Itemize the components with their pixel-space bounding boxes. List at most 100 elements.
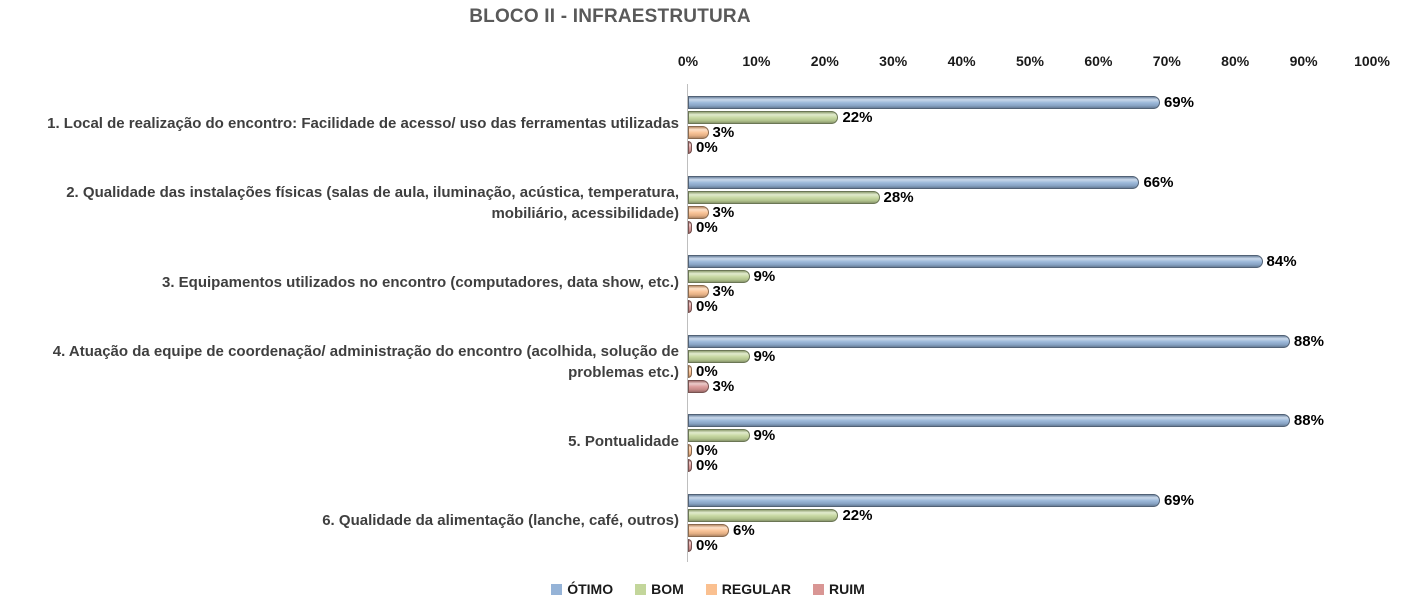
bar-value-label: 69% <box>1163 491 1194 509</box>
y-axis-line <box>687 84 688 562</box>
x-tick-label: 90% <box>1289 53 1318 69</box>
bar-value-label: 66% <box>1143 173 1174 191</box>
bar-line: 22% <box>688 109 1416 126</box>
bar-value-label: 69% <box>1163 94 1194 111</box>
bar-bom <box>688 508 839 522</box>
bar-line: 88% <box>688 412 1416 429</box>
bar-value-label: 3% <box>712 377 735 395</box>
bar-ruim <box>688 141 692 154</box>
bar-regular <box>688 523 730 537</box>
category-row: 1. Local de realização do encontro: Faci… <box>0 84 1416 164</box>
bar-ruim <box>688 220 692 234</box>
bar-line: 3% <box>688 124 1416 141</box>
bar-regular <box>688 205 709 219</box>
x-tick-label: 70% <box>1152 53 1181 69</box>
bar-otimo <box>688 493 1160 507</box>
legend-label: REGULAR <box>721 581 791 597</box>
x-tick-label: 100% <box>1354 53 1390 69</box>
legend-item-otimo: ÓTIMO <box>551 581 613 597</box>
x-tick-label: 10% <box>742 53 771 69</box>
bar-line: 6% <box>688 521 1416 539</box>
category-label: 1. Local de realização do encontro: Faci… <box>47 114 679 132</box>
bar-line: 3% <box>688 377 1416 395</box>
legend-label: BOM <box>651 581 684 597</box>
bar-value-label: 0% <box>696 298 718 315</box>
legend-item-bom: BOM <box>635 581 684 597</box>
category-label: 4. Atuação da equipe de coordenação/ adm… <box>52 342 679 382</box>
bar-value-label: 0% <box>696 218 718 236</box>
bar-ruim <box>688 300 692 313</box>
category-label: 6. Qualidade da alimentação (lanche, caf… <box>322 512 679 530</box>
bar-value-label: 88% <box>1293 332 1324 350</box>
bar-value-label: 22% <box>842 109 873 126</box>
legend-item-ruim: RUIM <box>813 581 865 597</box>
bar-value-label: 0% <box>696 442 718 459</box>
bar-value-label: 9% <box>753 347 776 365</box>
x-tick-label: 0% <box>677 53 699 69</box>
bar-line: 69% <box>688 491 1416 509</box>
category-row: 3. Equipamentos utilizados no encontro (… <box>0 243 1416 323</box>
bar-bom <box>688 349 750 363</box>
bar-line: 88% <box>688 332 1416 350</box>
bar-line: 9% <box>688 268 1416 285</box>
plot-area: 1. Local de realização do encontro: Faci… <box>0 84 1416 561</box>
bar-line: 28% <box>688 188 1416 206</box>
bar-value-label: 3% <box>712 124 735 141</box>
bar-line: 9% <box>688 347 1416 365</box>
legend-item-regular: REGULAR <box>705 581 791 597</box>
legend-swatch-regular <box>705 583 717 595</box>
bar-value-label: 22% <box>842 506 873 524</box>
x-tick-label: 40% <box>947 53 976 69</box>
bar-line: 0% <box>688 362 1416 380</box>
category-bars: 66% 28% 3% 0% <box>688 164 1416 244</box>
category-bars: 88% 9% 0% 3% <box>688 323 1416 403</box>
category-row: 4. Atuação da equipe de coordenação/ adm… <box>0 323 1416 403</box>
bar-value-label: 0% <box>696 457 718 474</box>
x-tick-label: 30% <box>879 53 908 69</box>
bar-line: 0% <box>688 218 1416 236</box>
bar-value-label: 0% <box>696 536 718 554</box>
category-row: 5. Pontualidade 88% 9% 0% 0% <box>0 402 1416 482</box>
bar-ruim <box>688 459 692 472</box>
legend: ÓTIMO BOM REGULAR RUIM <box>0 581 1416 597</box>
legend-label: RUIM <box>829 581 865 597</box>
bar-regular <box>688 126 709 139</box>
x-tick-label: 60% <box>1084 53 1113 69</box>
bar-otimo <box>688 255 1263 268</box>
category-label: 2. Qualidade das instalações físicas (sa… <box>66 183 679 223</box>
x-tick-label: 80% <box>1221 53 1250 69</box>
bar-otimo <box>688 175 1140 189</box>
bar-ruim <box>688 379 709 393</box>
bar-ruim <box>688 538 692 552</box>
bar-value-label: 6% <box>733 521 755 539</box>
bar-value-label: 88% <box>1293 412 1324 429</box>
x-tick-label: 50% <box>1015 53 1045 69</box>
bar-line: 0% <box>688 536 1416 554</box>
bar-line: 0% <box>688 298 1416 315</box>
bar-value-label: 28% <box>883 188 914 206</box>
bar-bom <box>688 429 750 442</box>
bar-value-label: 3% <box>712 203 735 221</box>
bar-line: 22% <box>688 506 1416 524</box>
bar-value-label: 0% <box>696 139 718 156</box>
category-label: 3. Equipamentos utilizados no encontro (… <box>161 273 679 291</box>
bar-line: 84% <box>688 254 1416 269</box>
category-row: 2. Qualidade das instalações físicas (sa… <box>0 164 1416 244</box>
bar-otimo <box>688 96 1160 109</box>
bar-bom <box>688 270 750 283</box>
bar-line: 0% <box>688 442 1416 459</box>
bar-line: 0% <box>688 457 1416 474</box>
category-row: 6. Qualidade da alimentação (lanche, caf… <box>0 482 1416 562</box>
bar-value-label: 0% <box>696 362 718 380</box>
bar-value-label: 9% <box>753 268 776 285</box>
bar-regular <box>688 285 709 298</box>
legend-swatch-ruim <box>813 583 824 595</box>
bar-regular <box>688 444 692 457</box>
bar-value-label: 9% <box>753 427 776 444</box>
x-axis-ticks: 0% 10% 20% 30% 40% 50% 60% 70% 80% 90% 100% <box>678 53 1390 71</box>
bar-otimo <box>688 334 1290 348</box>
category-label: 5. Pontualidade <box>568 432 679 450</box>
category-bars: 69% 22% 6% 0% <box>688 482 1416 562</box>
category-bars: 88% 9% 0% 0% <box>688 402 1416 482</box>
bar-line: 0% <box>688 139 1416 156</box>
